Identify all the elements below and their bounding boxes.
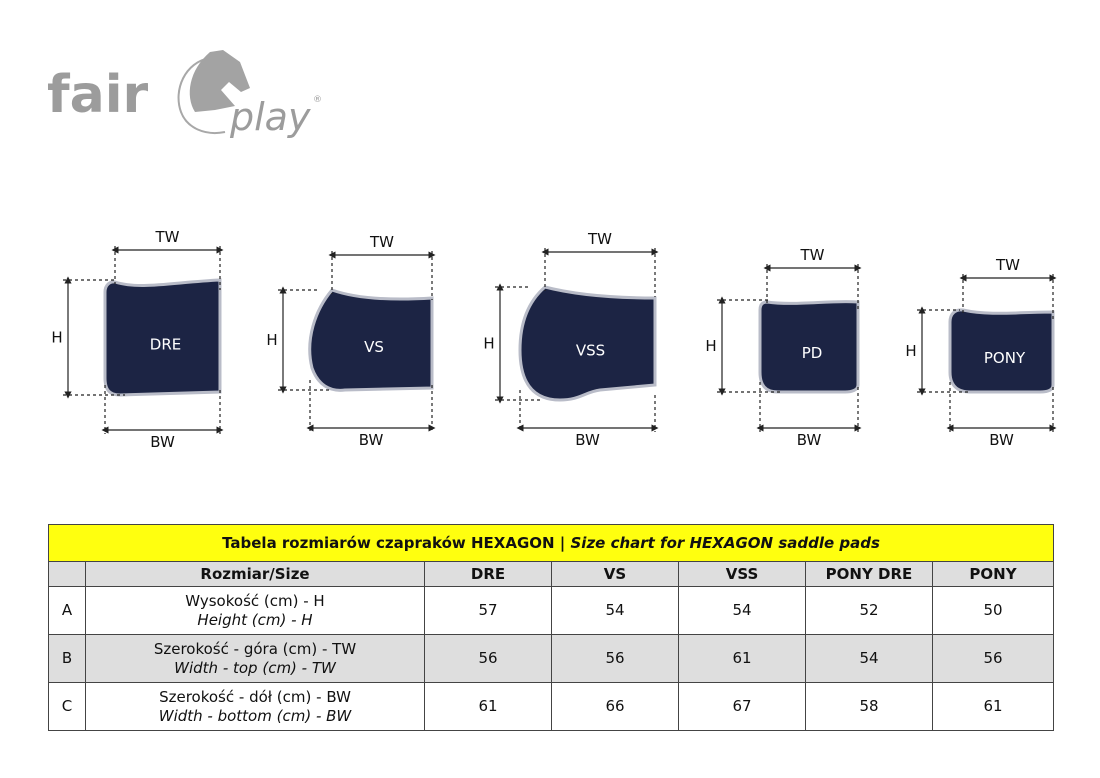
fair-play-logo: fair play ® — [47, 50, 322, 139]
h-label: H — [51, 329, 62, 347]
h-label: H — [905, 342, 916, 360]
size-header: Rozmiar/Size — [85, 561, 425, 587]
col-header: VS — [551, 561, 679, 587]
table-row: B Szerokość - góra (cm) - TW Width - top … — [48, 634, 1054, 683]
horse-head-icon — [189, 50, 250, 112]
pad-name-label: DRE — [150, 336, 181, 354]
size-table: Tabela rozmiarów czapraków HEXAGON | Siz… — [48, 524, 1054, 731]
h-label: H — [266, 331, 277, 349]
bw-label: BW — [150, 433, 175, 451]
bw-label: BW — [575, 431, 600, 449]
svg-text:®: ® — [313, 95, 322, 105]
saddle-pad-shape — [308, 288, 434, 392]
tw-label: TW — [800, 246, 825, 264]
saddle-pad-shape — [518, 285, 657, 402]
saddle-pad-diagrams: TW H BW DRE TW H BW VS TW H BW VSS TW H BW PD TW H BW PONY — [51, 228, 1057, 451]
tw-label: TW — [995, 256, 1020, 274]
saddle-pad-shape — [948, 308, 1055, 394]
col-header: PONY — [932, 561, 1054, 587]
h-label: H — [705, 337, 716, 355]
col-header: PONY DRE — [805, 561, 933, 587]
saddle-pad-shape — [103, 278, 222, 397]
saddle-pad-shape — [758, 300, 860, 394]
table-row: A Wysokość (cm) - H Height (cm) - H 57 54 5… — [48, 586, 1054, 635]
tw-label: TW — [155, 228, 180, 246]
pad-name-label: PONY — [984, 349, 1026, 367]
h-label: H — [483, 335, 494, 353]
col-header: DRE — [424, 561, 552, 587]
bw-label: BW — [359, 431, 384, 449]
tw-label: TW — [587, 230, 612, 248]
tw-label: TW — [369, 233, 394, 251]
pad-name-label: PD — [802, 344, 823, 362]
col-header: VSS — [678, 561, 806, 587]
bw-label: BW — [989, 431, 1014, 449]
table-row: C Szerokość - dół (cm) - BW Width - botto… — [48, 682, 1054, 731]
pad-name-label: VS — [364, 338, 384, 356]
pad-name-label: VSS — [576, 342, 605, 360]
svg-text:play: play — [229, 95, 311, 139]
table-title: Tabela rozmiarów czapraków HEXAGON | Siz… — [48, 524, 1054, 562]
svg-text:fair: fair — [47, 65, 149, 125]
bw-label: BW — [797, 431, 822, 449]
